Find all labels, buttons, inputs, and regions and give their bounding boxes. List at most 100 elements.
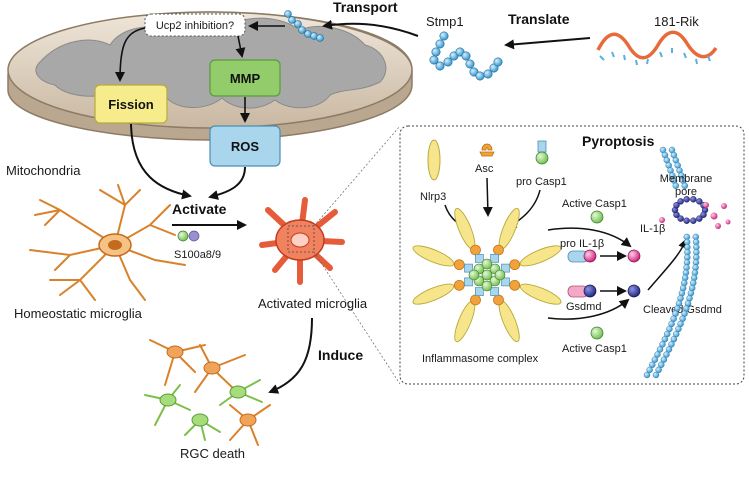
pore-subunit xyxy=(700,211,707,218)
casp1-subunit xyxy=(464,277,473,287)
membrane-bead xyxy=(654,351,661,358)
inflammasome-label: Inflammasome complex xyxy=(422,353,539,365)
il1b-released xyxy=(725,219,731,225)
gsdmd-label: Gsdmd xyxy=(566,301,601,313)
pro-il1b-label: pro IL-1β xyxy=(560,238,604,250)
casp1-core xyxy=(468,269,480,281)
zoom-box xyxy=(287,225,315,253)
question-box xyxy=(144,13,246,37)
activate-label: Activate xyxy=(172,201,227,217)
pro-il1b-molecule xyxy=(567,249,597,263)
asc-subunit xyxy=(493,244,504,256)
membrane-bead xyxy=(672,182,679,189)
arrow-fission-to-activate xyxy=(130,123,192,200)
asc-molecule xyxy=(479,143,495,157)
active-casp1-top xyxy=(590,210,604,224)
casp1-core xyxy=(494,269,506,281)
asc-subunit xyxy=(493,294,504,306)
arrow-induce xyxy=(268,317,313,394)
homeostatic-label: Homeostatic microglia xyxy=(14,306,143,321)
ros-label: ROS xyxy=(231,139,260,154)
stmp1-bead xyxy=(435,39,445,49)
stmp1-bead xyxy=(429,55,439,65)
membrane-bead xyxy=(649,361,656,368)
homeostatic-microglia xyxy=(29,184,186,301)
stmp1-bead xyxy=(475,71,485,81)
membrane-bead xyxy=(659,341,666,348)
pore-subunit xyxy=(696,198,703,205)
rgc-label: RGC death xyxy=(180,446,245,461)
arrow-asc-in xyxy=(482,177,493,217)
casp1-subunit xyxy=(474,287,484,296)
cleaved-gsdmd-label: Cleaved Gsdmd xyxy=(643,304,722,316)
active-casp1-bottom xyxy=(590,326,604,340)
il1b-released xyxy=(710,212,718,220)
casp1-subunit xyxy=(490,287,500,296)
membrane-bead xyxy=(663,351,670,358)
active-casp1-top-label: Active Casp1 xyxy=(562,198,627,210)
pore-subunit xyxy=(690,196,697,203)
rgc-cells xyxy=(144,339,271,446)
stmp1-bead xyxy=(465,59,475,69)
nlrp3-arm xyxy=(519,245,562,267)
il1b-released xyxy=(659,217,665,223)
il1b-released xyxy=(703,202,709,208)
pyroptosis-title: Pyroptosis xyxy=(582,133,655,149)
stmp1-bead xyxy=(431,47,441,57)
cleaved-gsdmd-molecule xyxy=(627,284,641,298)
membrane-bead xyxy=(656,346,664,353)
membrane-bead xyxy=(660,356,668,363)
casp1-subunit xyxy=(501,277,510,287)
transport-label: Transport xyxy=(333,0,398,15)
s100-label: S100a8/9 xyxy=(174,249,221,261)
arrow-casp1-to-gsdmd xyxy=(547,298,630,320)
casp1-core xyxy=(481,269,493,281)
membrane-pore-label-line1: Membrane xyxy=(660,173,713,185)
stmp1-bead xyxy=(443,57,453,67)
membrane-bead xyxy=(651,356,659,363)
stmp1-bead xyxy=(483,69,493,79)
gsdmd-molecule xyxy=(567,284,597,298)
mmp-box xyxy=(209,59,281,97)
stmp1-label: Stmp1 xyxy=(426,14,464,29)
pore-subunit xyxy=(683,217,690,224)
nlrp3-arm xyxy=(519,283,562,305)
il1b-molecule xyxy=(627,249,641,263)
nlrp3-molecule xyxy=(427,139,441,181)
asc-subunit xyxy=(470,294,481,306)
asc-subunit xyxy=(470,244,481,256)
ros-box xyxy=(209,125,281,167)
pore-subunit xyxy=(677,215,684,222)
fission-label: Fission xyxy=(108,97,154,112)
nlrp3-arm xyxy=(412,283,455,305)
membrane-bead xyxy=(652,371,660,379)
il1b-released xyxy=(715,223,721,229)
arrow-transport xyxy=(322,19,419,37)
membrane-bead xyxy=(646,366,653,374)
rik-rna xyxy=(596,30,718,66)
membrane-bead xyxy=(658,361,665,368)
casp1-core xyxy=(481,258,493,270)
pro-casp1-label: pro Casp1 xyxy=(516,176,567,188)
cell-membrane xyxy=(643,146,700,379)
membrane-bead xyxy=(681,182,688,189)
fission-box xyxy=(94,84,168,124)
il1b-released xyxy=(721,203,727,209)
translate-label: Translate xyxy=(508,11,570,27)
stmp1-bead xyxy=(439,31,449,41)
asc-subunit xyxy=(509,259,521,271)
arrow-to-pore xyxy=(647,238,688,291)
activated-microglia xyxy=(259,197,345,285)
membrane-pore xyxy=(671,196,709,224)
stmp1-protein xyxy=(429,31,503,81)
casp1-core xyxy=(481,280,493,292)
s100a9-molecule xyxy=(188,230,200,242)
induce-label: Induce xyxy=(318,347,363,363)
membrane-bead xyxy=(665,346,673,353)
asc-subunit xyxy=(453,279,465,291)
mitochondria-label: Mitochondria xyxy=(6,163,81,178)
s100a8-molecule xyxy=(177,230,189,242)
pore-subunit xyxy=(677,198,684,205)
